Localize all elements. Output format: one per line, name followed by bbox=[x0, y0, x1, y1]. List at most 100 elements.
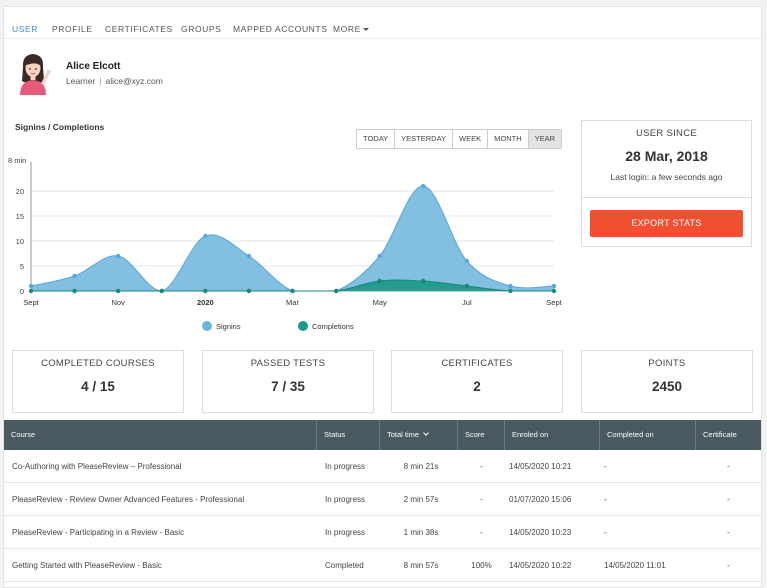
divider bbox=[582, 197, 751, 198]
signins-point bbox=[115, 253, 121, 259]
cell-course: Getting Started with PleaseReview - Basi… bbox=[12, 561, 162, 570]
cell-status: In progress bbox=[325, 462, 366, 471]
stat-label: CERTIFICATES bbox=[441, 358, 513, 369]
cell-score: - bbox=[480, 528, 483, 537]
column-header-status[interactable]: Status bbox=[317, 420, 380, 450]
cell-score: - bbox=[480, 495, 483, 504]
y-tick-label: 5 bbox=[20, 262, 24, 271]
completions-point bbox=[508, 288, 513, 294]
stat-passed-tests: PASSED TESTS 7 / 35 bbox=[202, 350, 374, 413]
column-header-enroled-on[interactable]: Enroled on bbox=[505, 420, 600, 450]
tab-user[interactable]: USER bbox=[12, 24, 39, 34]
signins-completions-chart: 0 5 10 15 20 8 min Sept Nov 2020 Mar May Jul Sept Sig… bbox=[8, 156, 563, 331]
table-row[interactable]: PleaseReview - Participating in a Review… bbox=[4, 516, 761, 549]
cell-status: In progress bbox=[325, 528, 366, 537]
x-tick-label: Sept bbox=[546, 298, 562, 307]
completions-point bbox=[115, 288, 121, 294]
stat-value: 2450 bbox=[651, 379, 683, 394]
tab-bar: USER PROFILE CERTIFICATES GROUPS MAPPED … bbox=[4, 7, 761, 39]
signins-point bbox=[421, 183, 426, 189]
cell-enroled-on: 14/05/2020 10:21 bbox=[509, 462, 572, 471]
tab-more[interactable]: MORE bbox=[333, 24, 369, 34]
range-week-button[interactable]: WEEK bbox=[453, 130, 489, 148]
last-login-text: Last login: a few seconds ago bbox=[610, 172, 723, 182]
tab-profile[interactable]: PROFILE bbox=[52, 24, 93, 34]
signins-point bbox=[508, 283, 513, 289]
y-tick-label: 15 bbox=[16, 212, 24, 221]
completions-point bbox=[333, 288, 339, 294]
table-row[interactable]: PleaseReview - Review Owner Advanced Fea… bbox=[4, 483, 761, 516]
completions-point bbox=[290, 288, 295, 294]
cell-total-time: 1 min 38s bbox=[403, 528, 439, 537]
stat-value: 7 / 35 bbox=[271, 379, 305, 394]
user-name: Alice Elcott bbox=[66, 61, 121, 72]
sort-down-icon bbox=[423, 430, 429, 436]
column-header-label: Total time bbox=[387, 430, 420, 439]
cell-completed-on: 14/05/2020 11:01 bbox=[604, 561, 666, 570]
cell-certificate: - bbox=[727, 495, 730, 504]
completions-point bbox=[159, 288, 164, 294]
completions-point bbox=[464, 283, 470, 289]
x-tick-label: May bbox=[373, 298, 387, 307]
cell-completed-on: - bbox=[604, 528, 607, 537]
legend-label: Signins bbox=[216, 322, 241, 331]
stat-label: PASSED TESTS bbox=[250, 358, 326, 369]
cell-enroled-on: 14/05/2020 10:22 bbox=[509, 561, 572, 570]
cell-total-time: 2 min 57s bbox=[403, 495, 439, 504]
stat-label: COMPLETED COURSES bbox=[41, 358, 155, 369]
cell-course: PleaseReview - Participating in a Review… bbox=[12, 528, 185, 537]
signins-point bbox=[203, 233, 208, 239]
table-row[interactable]: Co-Authoring with PleaseReview – Profess… bbox=[4, 450, 761, 483]
stat-certificates: CERTIFICATES 2 bbox=[391, 350, 563, 413]
range-today-button[interactable]: TODAY bbox=[357, 130, 396, 148]
x-tick-label: Sept bbox=[23, 298, 39, 307]
cell-status: Completed bbox=[325, 561, 364, 570]
y-tick-label: 10 bbox=[16, 237, 24, 246]
y-axis-unit-label: 8 min bbox=[8, 156, 26, 165]
column-header-total-time[interactable]: Total time bbox=[380, 420, 458, 450]
legend-swatch-icon bbox=[202, 321, 212, 331]
completions-point bbox=[28, 288, 34, 294]
signins-point bbox=[28, 283, 34, 289]
tab-more-label: MORE bbox=[333, 24, 361, 34]
cell-status: In progress bbox=[325, 495, 366, 504]
column-header-course[interactable]: Course bbox=[4, 420, 317, 450]
cell-total-time: 8 min 57s bbox=[403, 561, 439, 570]
export-stats-button[interactable]: EXPORT STATS bbox=[590, 210, 743, 237]
signins-point bbox=[72, 273, 77, 279]
legend-swatch-icon bbox=[298, 321, 308, 331]
tab-certificates[interactable]: CERTIFICATES bbox=[105, 24, 173, 34]
table-row[interactable]: Getting Started with PleaseReview - Basi… bbox=[4, 549, 761, 582]
cell-enroled-on: 01/07/2020 15:06 bbox=[509, 495, 572, 504]
y-tick-label: 20 bbox=[16, 187, 24, 196]
column-header-score[interactable]: Score bbox=[458, 420, 505, 450]
column-header-certificate[interactable]: Certificate bbox=[703, 430, 737, 439]
range-month-button[interactable]: MONTH bbox=[488, 130, 529, 148]
cell-score: - bbox=[480, 462, 483, 471]
stat-label: POINTS bbox=[648, 358, 686, 369]
tab-groups[interactable]: GROUPS bbox=[181, 24, 222, 34]
column-header-completed-on[interactable]: Completed on bbox=[600, 420, 696, 450]
chart-title: Signins / Completions bbox=[15, 122, 105, 132]
completions-point bbox=[246, 288, 252, 294]
cell-course: Co-Authoring with PleaseReview – Profess… bbox=[12, 462, 182, 471]
woman-avatar-icon bbox=[20, 54, 51, 95]
user-email: alice@xyz.com bbox=[105, 76, 163, 86]
cell-completed-on: - bbox=[604, 462, 607, 471]
table-body: Co-Authoring with PleaseReview – Profess… bbox=[4, 450, 761, 582]
user-since-date: 28 Mar, 2018 bbox=[625, 148, 708, 164]
x-tick-label: 2020 bbox=[197, 298, 214, 307]
range-year-button[interactable]: YEAR bbox=[528, 130, 562, 148]
signins-point bbox=[464, 258, 470, 264]
tab-mapped-accounts[interactable]: MAPPED ACCOUNTS bbox=[233, 24, 328, 34]
cell-course: PleaseReview - Review Owner Advanced Fea… bbox=[12, 495, 245, 504]
user-since-panel: USER SINCE 28 Mar, 2018 Last login: a fe… bbox=[581, 120, 752, 247]
cell-certificate: - bbox=[727, 528, 730, 537]
user-role: Learner bbox=[66, 76, 96, 86]
completions-point bbox=[421, 278, 426, 284]
cell-certificate: - bbox=[727, 561, 730, 570]
table-header: Course Status Total time Score Enroled o… bbox=[4, 420, 761, 450]
range-yesterday-button[interactable]: YESTERDAY bbox=[395, 130, 454, 148]
completions-point bbox=[551, 288, 557, 294]
courses-table: Course Status Total time Score Enroled o… bbox=[4, 420, 761, 582]
